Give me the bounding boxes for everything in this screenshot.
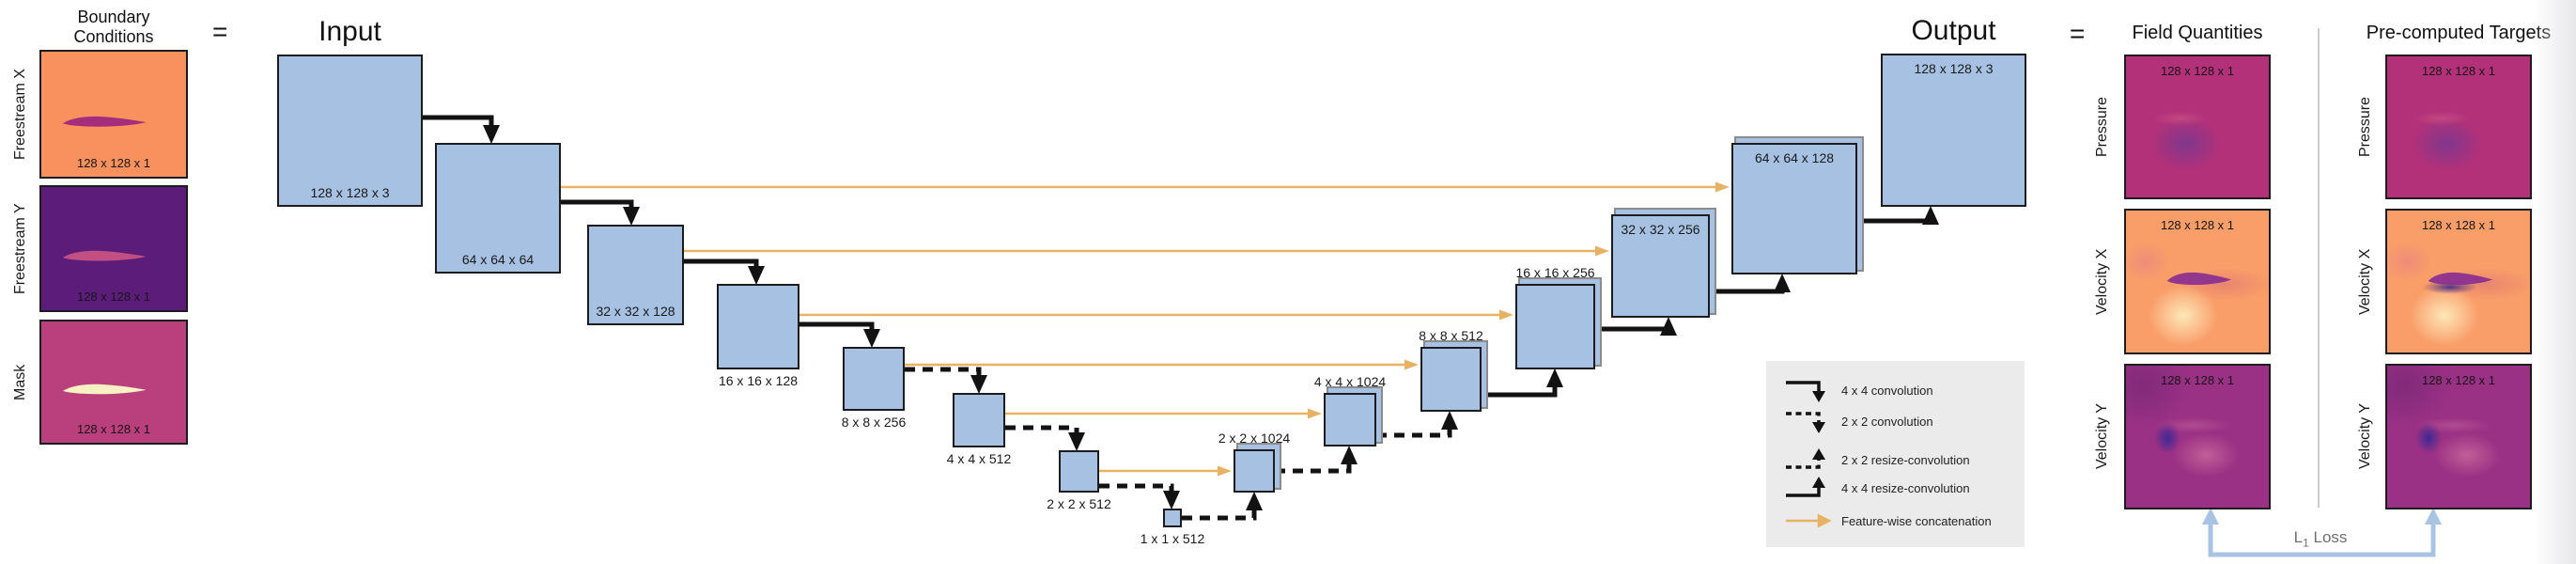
box-label: 8 x 8 x 256: [841, 415, 907, 430]
conv2-arrow-icon: [1786, 412, 1825, 433]
legend-label: Feature-wise concatenation: [1841, 513, 1992, 528]
box-label: 4 x 4 x 1024: [1313, 374, 1387, 389]
resize-conv4-arrow-icon: [1786, 477, 1825, 497]
legend-label: 4 x 4 resize-convolution: [1841, 480, 1970, 495]
box-label: 128 x 128 x 3: [310, 185, 390, 200]
encoder-convolution-arrows: [423, 115, 1180, 509]
panel-fq-velocity-x: 128 x 128 x 1: [2124, 209, 2271, 354]
skip-connection-arrows: [561, 181, 1730, 477]
box-label: 2 x 2 x 1024: [1218, 431, 1291, 446]
fq-velocity-y-label: Velocity Y: [2094, 403, 2110, 470]
equals-sign-right: =: [2070, 19, 2086, 48]
decoder-resize-convolution-arrows: [1182, 206, 1939, 521]
freestream-x-label: Freestream X: [12, 69, 28, 160]
panel-caption: 128 x 128 x 1: [76, 156, 151, 170]
panel-freestream-y: 128 x 128 x 1: [39, 185, 188, 312]
unet-box-output-128: 128 x 128 x 3: [1881, 54, 2026, 207]
panel-pt-pressure: 128 x 128 x 1: [2385, 55, 2532, 199]
unet-box-dec-8: 8 x 8 x 512: [1419, 328, 1483, 412]
box-label: 128 x 128 x 3: [1914, 61, 1994, 76]
pt-pressure-label: Pressure: [2357, 96, 2373, 158]
unet-box-input-128: 128 x 128 x 3: [277, 55, 423, 207]
unet-box-dec-16: 16 x 16 x 256: [1515, 265, 1595, 369]
panel-mask: 128 x 128 x 1: [39, 320, 188, 445]
legend: 4 x 4 convolution 2 x 2 convolution 2 x …: [1766, 361, 2025, 547]
panel-caption: 128 x 128 x 1: [2160, 64, 2235, 78]
legend-label: 2 x 2 convolution: [1841, 414, 1933, 429]
box-label: 8 x 8 x 512: [1419, 328, 1483, 343]
equals-sign-left: =: [212, 17, 228, 46]
airfoil-shape: [58, 380, 151, 398]
box-label: 16 x 16 x 128: [718, 373, 799, 388]
unet-box-enc-32: 32 x 32 x 128: [587, 225, 684, 325]
page-edge-gradient: [2533, 0, 2576, 564]
panel-caption: 128 x 128 x 1: [2421, 64, 2496, 78]
box-label: 64 x 64 x 128: [1754, 150, 1835, 165]
box-label: 16 x 16 x 256: [1515, 265, 1595, 280]
l1-loss-bracket: [2202, 508, 2442, 557]
panel-caption: 128 x 128 x 1: [2160, 373, 2235, 387]
unet-box-enc-8: 8 x 8 x 256: [842, 347, 906, 430]
unet-box-dec-4: 4 x 4 x 1024: [1314, 374, 1386, 446]
legend-item-resize4: 4 x 4 resize-convolution: [1783, 474, 1970, 502]
box-label: 4 x 4 x 512: [946, 451, 1012, 466]
freestream-y-label: Freestream Y: [12, 203, 28, 294]
panel-caption: 128 x 128 x 1: [2421, 373, 2496, 387]
panel-caption: 128 x 128 x 1: [2160, 218, 2235, 232]
unet-box-enc-16: 16 x 16 x 128: [717, 284, 799, 388]
resize-conv2-arrow-icon: [1786, 448, 1825, 469]
loss-word: Loss: [2313, 528, 2348, 546]
loss-prefix: L: [2293, 528, 2304, 546]
legend-label: 4 x 4 convolution: [1841, 383, 1933, 398]
precomputed-targets-title: Pre-computed Targets: [2366, 23, 2552, 43]
box-label: 2 x 2 x 512: [1047, 496, 1111, 511]
unet-box-dec-2: 2 x 2 x 1024: [1218, 431, 1290, 493]
panel-caption: 128 x 128 x 1: [76, 290, 151, 304]
fq-pressure-label: Pressure: [2094, 96, 2110, 158]
conv4-arrow-icon: [1786, 381, 1825, 402]
unet-box-bottleneck-1: 1 x 1 x 512: [1141, 509, 1204, 546]
concatenation-arrow-icon: [1786, 513, 1832, 528]
airfoil-shape: [2164, 267, 2235, 290]
airfoil-shape: [2425, 267, 2496, 290]
panel-fq-pressure: 128 x 128 x 1: [2124, 55, 2271, 199]
legend-item-conv2: 2 x 2 convolution: [1783, 407, 1933, 435]
unet-box-enc-64: 64 x 64 x 64: [435, 143, 561, 274]
unet-box-enc-4: 4 x 4 x 512: [947, 393, 1011, 466]
boundary-conditions-title: Boundary Conditions: [73, 8, 154, 47]
box-label: 32 x 32 x 128: [596, 304, 675, 319]
legend-label: 2 x 2 resize-convolution: [1841, 452, 1970, 467]
pt-velocity-y-label: Velocity Y: [2357, 403, 2373, 470]
legend-item-conv4: 4 x 4 convolution: [1783, 376, 1933, 404]
airfoil-shape: [58, 246, 151, 265]
legend-item-resize2: 2 x 2 resize-convolution: [1783, 446, 1970, 474]
loss-subscript: 1: [2303, 536, 2309, 550]
unet-box-dec-64: 64 x 64 x 128: [1731, 143, 1857, 274]
field-quantities-title: Field Quantities: [2132, 23, 2263, 43]
l1-loss-label: L1 Loss: [2250, 528, 2391, 549]
fq-velocity-x-label: Velocity X: [2094, 248, 2110, 315]
pt-velocity-x-label: Velocity X: [2357, 248, 2373, 315]
panel-freestream-x: 128 x 128 x 1: [39, 50, 188, 179]
panel-caption: 128 x 128 x 1: [2421, 218, 2496, 232]
unet-box-enc-2: 2 x 2 x 512: [1047, 450, 1111, 511]
box-label: 32 x 32 x 256: [1621, 222, 1700, 237]
legend-item-concat: Feature-wise concatenation: [1783, 507, 1992, 535]
input-title: Input: [318, 16, 381, 47]
mask-label: Mask: [12, 364, 28, 400]
panel-fq-velocity-y: 128 x 128 x 1: [2124, 364, 2271, 509]
airfoil-shape: [58, 112, 151, 131]
output-title: Output: [1911, 15, 1996, 46]
unet-box-dec-32: 32 x 32 x 256: [1611, 214, 1710, 318]
box-label: 64 x 64 x 64: [461, 252, 535, 267]
box-label: 1 x 1 x 512: [1140, 531, 1205, 546]
panel-pt-velocity-y: 128 x 128 x 1: [2385, 364, 2532, 509]
panel-caption: 128 x 128 x 1: [76, 422, 151, 436]
panel-pt-velocity-x: 128 x 128 x 1: [2385, 209, 2532, 354]
